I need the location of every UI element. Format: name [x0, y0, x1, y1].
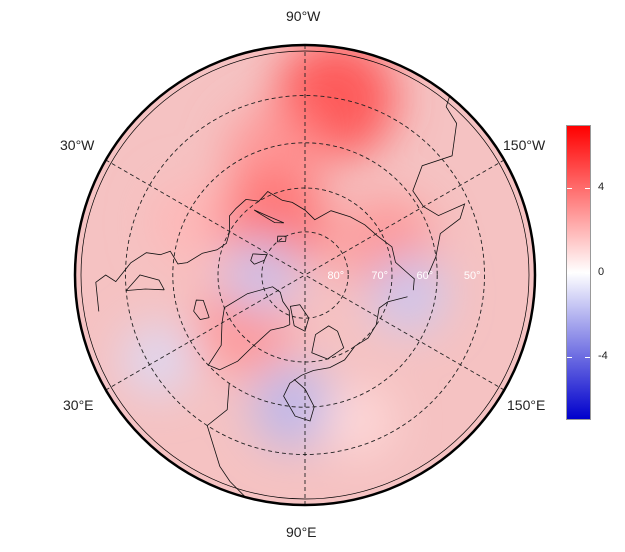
map-border	[73, 43, 537, 507]
lon-label-30e: 30°E	[63, 397, 94, 413]
lon-label-90e: 90°E	[286, 524, 317, 540]
latitude-label: 50°	[464, 270, 481, 282]
latitude-label: 70°	[371, 270, 388, 282]
coastline	[125, 274, 165, 292]
coastline	[253, 209, 285, 224]
meridian-line	[105, 159, 306, 276]
colorbar-tick-label: 4	[598, 181, 605, 194]
coastline	[412, 67, 466, 276]
latitude-circle	[261, 231, 349, 319]
map-border-inner	[80, 50, 530, 500]
anomaly-blob	[369, 254, 448, 333]
colorbar-tick-mark	[567, 272, 572, 274]
colorbar-tick-label: -4	[598, 349, 608, 362]
anomaly-blob	[121, 323, 194, 396]
map-disc	[75, 45, 535, 505]
latitude-circle	[172, 142, 438, 408]
graticule	[105, 45, 505, 505]
anomaly-blob	[322, 385, 395, 458]
coastline	[193, 299, 210, 320]
colorbar-tick-mark	[585, 188, 590, 190]
lon-label-30w: 30°W	[60, 137, 95, 153]
lon-label-90w: 90°W	[286, 8, 321, 24]
colorbar-tick-mark	[567, 188, 572, 190]
colorbar-tick-mark	[585, 356, 590, 358]
lon-label-150e: 150°E	[507, 397, 546, 413]
anomaly-field	[121, 45, 448, 458]
colorbar-tick-label: 0	[598, 265, 605, 278]
colorbar-tick-mark	[585, 272, 590, 274]
coastline	[207, 286, 291, 371]
latitude-labels: 50° 60° 70° 80°	[328, 270, 481, 282]
meridian-line	[304, 274, 505, 391]
latitude-label: 80°	[328, 270, 345, 282]
coastline	[311, 325, 345, 360]
meridian-line	[304, 159, 505, 276]
meridian-line	[105, 274, 306, 391]
lon-label-150w: 150°W	[503, 137, 546, 153]
anomaly-blob	[151, 181, 236, 265]
coastline	[206, 383, 246, 498]
colorbar-tick-mark	[567, 356, 572, 358]
coastline	[250, 253, 268, 265]
latitude-label: 60°	[417, 270, 434, 282]
coastline	[283, 296, 408, 422]
